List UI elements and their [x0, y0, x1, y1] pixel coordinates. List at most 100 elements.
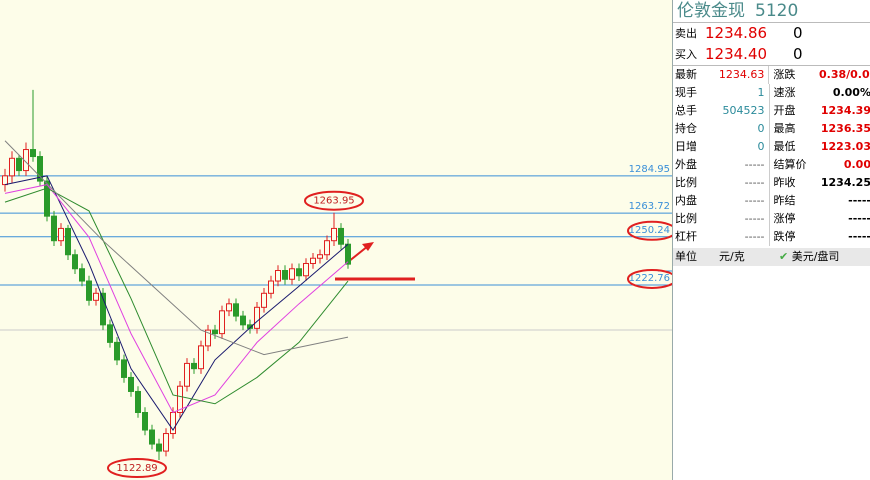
candle-body — [184, 362, 190, 387]
stat-value: ----- — [709, 156, 770, 174]
stat-value: ----- — [848, 194, 870, 207]
stat-value: ----- — [848, 230, 870, 243]
stat-label: 昨收 — [773, 176, 796, 189]
candle-body — [261, 292, 267, 308]
candle-body — [156, 443, 162, 452]
candle-body — [219, 310, 225, 335]
stat-label: 外盘 — [675, 158, 697, 171]
moving-average — [4, 175, 349, 431]
candle-body — [254, 306, 260, 329]
candle-body — [345, 243, 351, 265]
annotation-ring — [107, 458, 167, 479]
candle-body — [30, 149, 36, 158]
candle-body — [198, 345, 204, 370]
highlight — [627, 268, 672, 289]
stat-value: ----- — [848, 212, 870, 225]
candle-body — [310, 257, 316, 264]
footer: 单位 元/克 ✔ 美元/盘司 — [673, 248, 870, 266]
annotation-ring — [304, 190, 364, 211]
candle-body — [289, 268, 295, 280]
label: 卖出 — [675, 27, 697, 40]
candle-body — [191, 362, 197, 370]
stat-row: 持仓 0 最高 1236.35 — [673, 120, 870, 138]
stat-label: 跌停 — [773, 230, 796, 243]
stat-label: 比例 — [675, 176, 697, 189]
candle-body — [233, 303, 239, 317]
stat-value: 1223.03 — [820, 140, 870, 153]
stat-label: 昨结 — [773, 194, 796, 207]
candle-body — [58, 227, 64, 242]
stat-label: 现手 — [675, 86, 697, 99]
candle-body — [149, 429, 155, 445]
annotation-arrow — [347, 245, 369, 263]
stat-row: 比例 ----- 昨收 1234.25 — [673, 174, 870, 192]
title: 伦敦金现 — [677, 1, 745, 21]
sell-row: 卖出 1234.86 0 — [673, 23, 870, 44]
stat-label: 总手 — [675, 104, 697, 117]
candle-body — [324, 240, 330, 256]
stat-value: 1234.25 — [820, 176, 870, 189]
stat-value: ----- — [709, 192, 770, 210]
price: 1234.40 — [705, 45, 768, 63]
level-label: 1284.95 — [629, 164, 670, 175]
candle-body — [72, 254, 78, 270]
stat-value: ----- — [709, 228, 770, 246]
candle-body — [16, 157, 22, 172]
candle-body — [37, 156, 43, 182]
unit-option[interactable]: ✔ 美元/盘司 — [779, 250, 840, 263]
stat-value: 1 — [709, 84, 770, 102]
annotation-label: 1263.95 — [313, 196, 354, 207]
stat-label: 最新 — [675, 68, 697, 81]
stat-label: 持仓 — [675, 122, 697, 135]
candle-body — [177, 385, 183, 414]
unit-text[interactable]: 美元/盘司 — [791, 250, 840, 263]
candle-body — [212, 329, 218, 335]
candle-body — [205, 329, 211, 347]
stat-label: 涨停 — [773, 212, 796, 225]
stat-value: 0 — [709, 138, 770, 156]
level-label: 1222.76 — [629, 273, 670, 284]
candle-body — [282, 270, 288, 280]
candle-body — [79, 268, 85, 282]
moving-average — [4, 187, 349, 405]
candle-body — [317, 254, 323, 259]
label: 买入 — [675, 48, 697, 61]
price: 1234.86 — [705, 24, 768, 42]
stat-label: 最高 — [773, 122, 796, 135]
code: 5120 — [755, 1, 799, 21]
candle-body — [240, 315, 246, 326]
candle-body — [331, 227, 337, 242]
stat-value: 0 — [709, 120, 770, 138]
level-label: 1250.24 — [629, 225, 670, 236]
candle-body — [296, 268, 302, 277]
unit: 元/克 — [719, 250, 745, 263]
candle-body — [268, 280, 274, 294]
stat-row: 内盘 ----- 昨结 ----- — [673, 192, 870, 210]
candle-body — [100, 292, 106, 326]
stat-row: 总手 504523 开盘 1234.39 — [673, 102, 870, 120]
candle-body — [107, 324, 113, 343]
stat-row: 比例 ----- 涨停 ----- — [673, 210, 870, 228]
stat-label: 涨跌 — [773, 68, 796, 81]
stat-value: ----- — [709, 174, 770, 192]
stat-row: 外盘 ----- 结算价 0.00 — [673, 156, 870, 174]
volume: 0 — [793, 45, 803, 63]
stat-value: 0.00% — [832, 86, 870, 99]
level-label: 1263.72 — [629, 201, 670, 212]
candle-body — [93, 292, 99, 301]
stat-value: ----- — [709, 210, 770, 228]
stat-label: 比例 — [675, 212, 697, 225]
quote-title: 伦敦金现 5120 — [673, 0, 870, 23]
stat-value: 1236.35 — [820, 122, 870, 135]
candle-body — [2, 175, 8, 186]
highlight — [627, 220, 672, 241]
stat-label: 开盘 — [773, 104, 796, 117]
stat-value: 1234.39 — [820, 104, 870, 117]
stat-label: 内盘 — [675, 194, 697, 207]
unit-label: 单位 — [675, 250, 697, 263]
stat-value: 1234.63 — [709, 66, 770, 84]
annotation-label: 1122.89 — [116, 463, 157, 474]
candle-body — [121, 359, 127, 378]
